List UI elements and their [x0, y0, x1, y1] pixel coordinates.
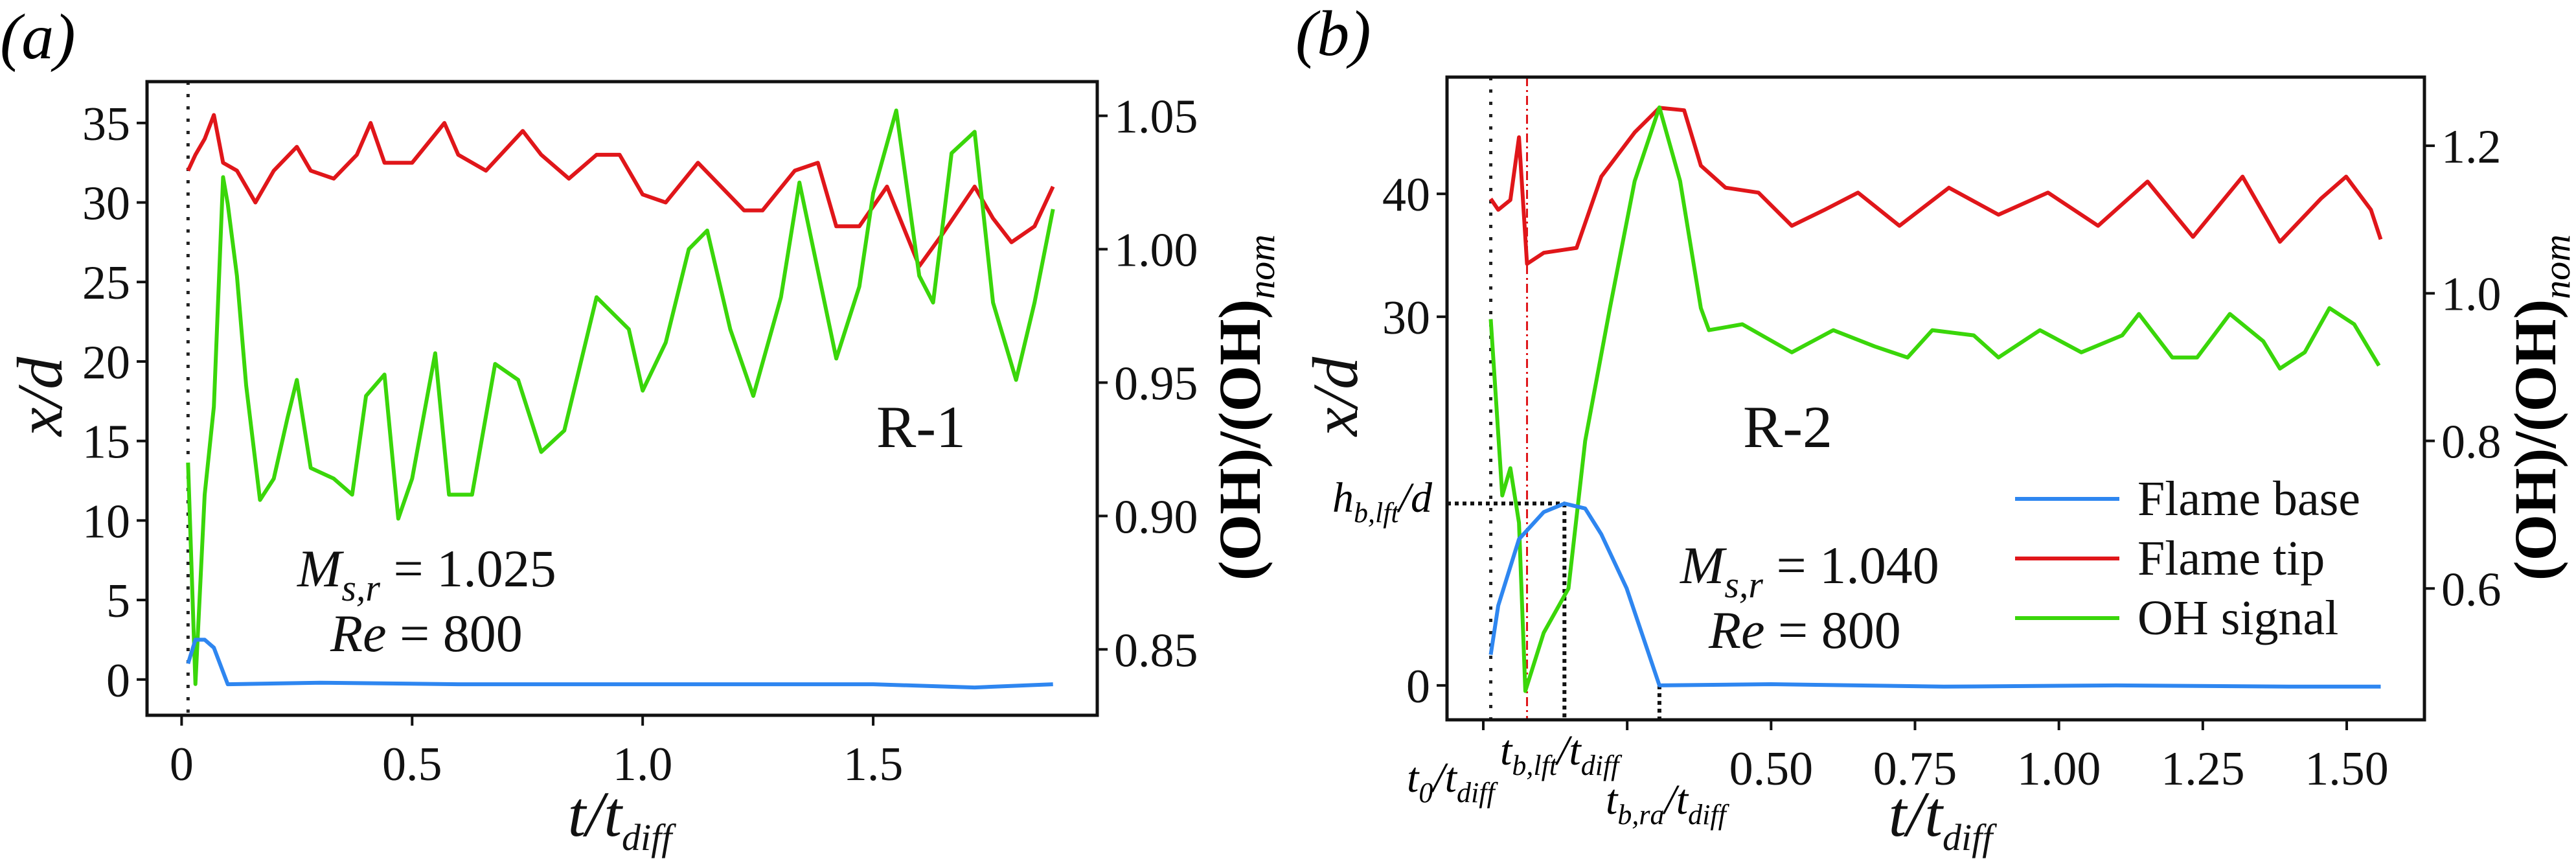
annotation-t0: t0/tdiff	[1407, 754, 1498, 809]
x-axis-label-b: t/tdiff	[1889, 778, 1998, 858]
y2-tick-label-a: 1.05	[1114, 91, 1198, 144]
panel-b: (b) 0.50 0.75 1.00 1.25 1.50 0 30 40 0.6 0.8 1.0 1.…	[1295, 0, 2576, 858]
y-tick-label-a: 35	[82, 98, 130, 151]
y-tick-label-b: 0	[1406, 660, 1430, 713]
legend-label-flame-base: Flame base	[2137, 472, 2360, 526]
panel-label-a: (a)	[0, 1, 76, 73]
x-tick-label-b: 1.50	[2305, 742, 2389, 796]
x-axis-label-a: t/tdiff	[568, 778, 677, 858]
annotation-h-lift: hb,lft/d	[1332, 474, 1433, 529]
y-tick-label-a: 30	[82, 178, 130, 231]
y-tick-label-a: 5	[106, 575, 130, 628]
x-tick-label-b: 0.75	[1873, 742, 1957, 796]
annotation-t-lift: tb,lft/tdiff	[1500, 727, 1623, 781]
y-tick-label-a: 10	[82, 495, 130, 548]
y2-tick-label-a: 0.90	[1114, 490, 1198, 544]
re-label-a: Re = 800	[330, 604, 523, 663]
y2-tick-label-a: 0.85	[1114, 624, 1198, 677]
re-label-b: Re = 800	[1708, 601, 1901, 660]
legend-label-oh-signal: OH signal	[2137, 591, 2338, 645]
mach-label-b: Ms,r = 1.040	[1680, 536, 1939, 606]
panel-a: (a) 0 0.5 1.0 1.5 0 5 10 15 20 25 30 35 0.85 0.90 0.95…	[0, 1, 1282, 858]
y-axis-label-a: x/d	[4, 356, 76, 437]
series-line-oh-signal-b	[1488, 105, 2381, 693]
series-line-flame-base-a	[186, 638, 1053, 690]
legend: Flame base Flame tip OH signal	[2015, 472, 2360, 645]
y-axis-label-b: x/d	[1299, 356, 1371, 437]
mach-label-a: Ms,r = 1.025	[297, 539, 556, 609]
series-line-flame-tip-a	[186, 113, 1055, 268]
series-line-flame-base-b	[1488, 501, 2381, 689]
y2-axis-label-b: (OH)/(OH)nom	[2502, 235, 2576, 581]
axes-frame-b	[1445, 75, 2426, 722]
y-tick-label-a: 25	[82, 257, 130, 310]
y-tick-label-b: 40	[1382, 168, 1430, 222]
axes-frame-a	[145, 80, 1099, 717]
series-line-oh-signal-a	[186, 108, 1055, 686]
y2-axis-label-a: (OH)/(OH)nom	[1207, 235, 1282, 581]
panel-label-b: (b)	[1295, 0, 1371, 69]
y-tick-label-b: 30	[1382, 292, 1430, 345]
y2-tick-label-a: 1.00	[1114, 224, 1198, 277]
plot-area-b: 0.50 0.75 1.00 1.25 1.50 0 30 40 0.6 0.8 1.0 1.2	[1382, 77, 2502, 796]
x-tick-label-b: 1.25	[2161, 742, 2245, 796]
y2-tick-label-b: 0.6	[2441, 563, 2502, 616]
y2-tick-label-b: 0.8	[2441, 415, 2502, 468]
plot-area-a: 0 0.5 1.0 1.5 0 5 10 15 20 25 30 35 0.85 0.90 0.95 1.00…	[82, 82, 1198, 791]
series-line-flame-tip-b	[1489, 106, 2383, 266]
annotation-t-reattach: tb,ra/tdiff	[1606, 776, 1730, 831]
y-tick-label-a: 0	[106, 654, 130, 708]
x-tick-label-a: 1.5	[843, 738, 904, 791]
x-tick-label-a: 0	[170, 738, 194, 791]
x-tick-label-b: 1.00	[2017, 742, 2101, 796]
y2-tick-label-b: 1.0	[2441, 268, 2502, 321]
y-tick-label-a: 20	[82, 336, 130, 389]
x-tick-label-a: 1.0	[613, 738, 673, 791]
x-tick-label-b: 0.50	[1729, 742, 1814, 796]
y2-tick-label-a: 0.95	[1114, 357, 1198, 410]
y-tick-label-a: 15	[82, 416, 130, 469]
legend-label-flame-tip: Flame tip	[2137, 531, 2325, 586]
x-tick-label-a: 0.5	[382, 738, 442, 791]
y2-tick-label-b: 1.2	[2441, 121, 2502, 174]
run-label-b: R-2	[1743, 394, 1832, 460]
run-label-a: R-1	[876, 394, 966, 460]
